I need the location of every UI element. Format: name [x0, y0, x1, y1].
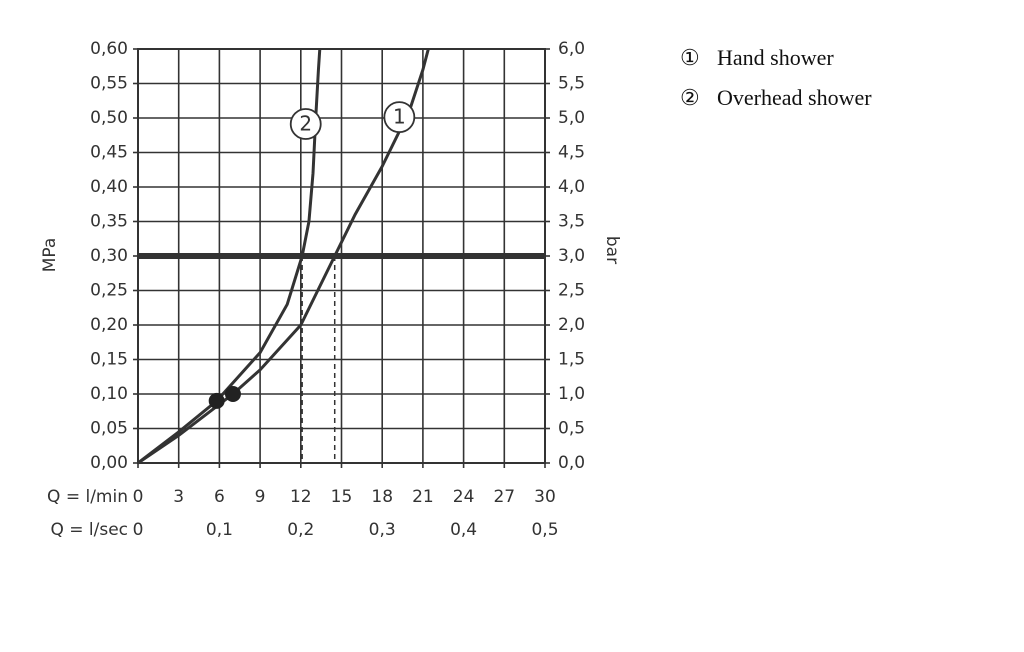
y-tick-label: 0,35 [90, 212, 128, 232]
y-tick-label: 0,40 [90, 177, 128, 197]
x-tick-label: 27 [493, 487, 515, 507]
y-axis-label: MPa [40, 238, 60, 273]
legend-label: Hand shower [717, 45, 834, 70]
y2-tick-label: 0,5 [558, 419, 585, 439]
point [208, 392, 225, 409]
y2-tick-label: 6,0 [558, 39, 585, 59]
curve [137, 48, 322, 465]
x-tick-label: 0 [133, 487, 144, 507]
x-tick-label: 12 [290, 487, 312, 507]
x2-axis-label: Q = l/sec [50, 520, 128, 540]
y2-tick-label: 1,0 [558, 384, 585, 404]
point [224, 386, 241, 402]
x-tick-label: 30 [534, 487, 556, 507]
legend-symbol: ① [680, 45, 700, 70]
y-tick-label: 0,10 [90, 384, 128, 404]
x2-tick-label: 0,4 [450, 520, 477, 540]
curve-label-circle [383, 101, 416, 133]
y-tick-label: 0,25 [90, 281, 128, 301]
y-tick-label: 0,50 [90, 108, 128, 128]
curve-label: 2 [299, 112, 312, 136]
legend-label: Overhead shower [717, 85, 872, 110]
y-tick-label: 0,45 [90, 143, 128, 163]
y2-tick-label: 5,5 [558, 74, 585, 94]
y-tick-label: 0,15 [90, 350, 128, 370]
y2-tick-label: 1,5 [558, 350, 585, 370]
y2-tick-label: 3,5 [558, 212, 585, 232]
y2-tick-label: 4,0 [558, 177, 585, 197]
legend-symbol: ② [680, 85, 700, 110]
x2-tick-label: 0,5 [531, 520, 558, 540]
x-tick-label: 18 [371, 487, 393, 507]
y2-tick-label: 2,5 [558, 281, 585, 301]
plot-frame [137, 48, 546, 464]
x2-tick-label: 0,1 [206, 520, 233, 540]
y-tick-label: 0,55 [90, 74, 128, 94]
y2-tick-label: 5,0 [558, 108, 585, 128]
y2-tick-label: 4,5 [558, 143, 585, 163]
y-tick-label: 0,20 [90, 315, 128, 335]
y2-tick-label: 0,0 [558, 453, 585, 473]
x-tick-label: 15 [331, 487, 353, 507]
y-tick-label: 0,00 [90, 453, 128, 473]
x-tick-label: 3 [173, 487, 184, 507]
x2-tick-label: 0 [133, 520, 144, 540]
y-tick-label: 0,05 [90, 419, 128, 439]
x-tick-label: 9 [255, 487, 266, 507]
y2-axis-label: bar [602, 236, 622, 264]
x2-tick-label: 0,3 [369, 520, 396, 540]
y2-tick-label: 2,0 [558, 315, 585, 335]
y-tick-label: 0,30 [90, 246, 128, 266]
x-axis-label: Q = l/min [47, 487, 128, 507]
y2-tick-label: 3,0 [558, 246, 585, 266]
curve [137, 48, 430, 465]
x-tick-label: 6 [214, 487, 225, 507]
curve-label: 1 [393, 105, 406, 129]
x-tick-label: 24 [453, 487, 475, 507]
curve-label-circle [289, 108, 322, 140]
x2-tick-label: 0,2 [287, 520, 314, 540]
y-tick-label: 0,60 [90, 39, 128, 59]
x-tick-label: 21 [412, 487, 434, 507]
